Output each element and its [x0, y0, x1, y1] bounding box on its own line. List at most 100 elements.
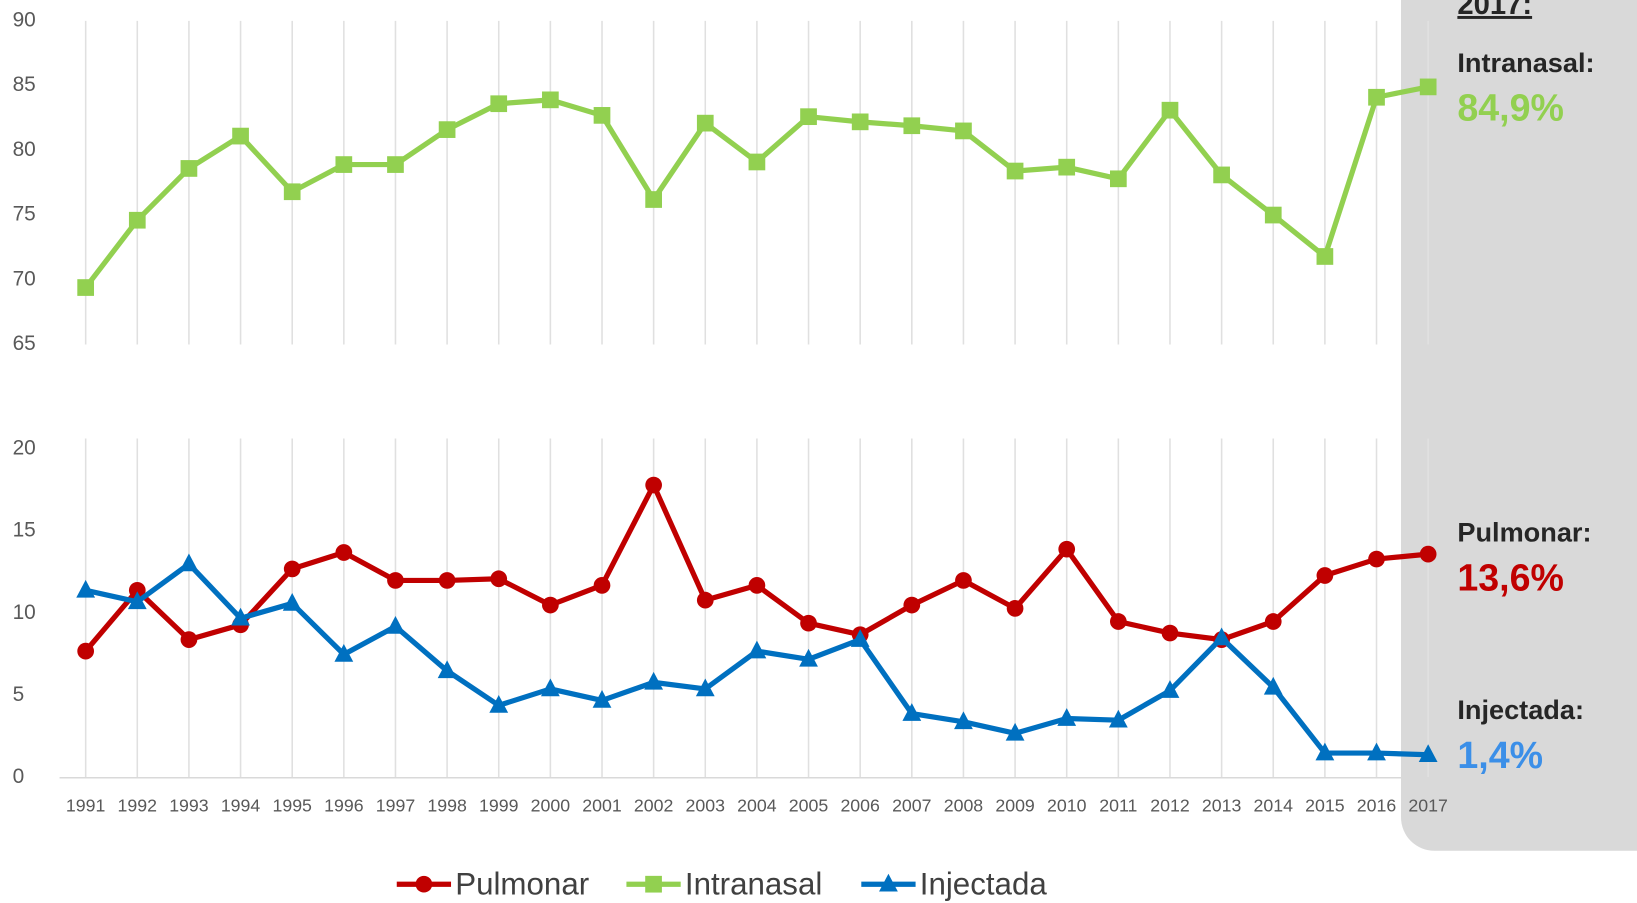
marker — [386, 616, 405, 634]
x-tick-label: 2010 — [1047, 796, 1087, 816]
x-tick-label: 2009 — [995, 796, 1035, 816]
marker — [747, 640, 767, 659]
marker — [1108, 709, 1128, 728]
marker — [387, 156, 404, 173]
marker — [644, 671, 664, 690]
x-tick-label: 2004 — [737, 796, 777, 816]
marker — [282, 593, 302, 611]
panel-label: Pulmonar: — [1457, 517, 1591, 548]
x-tick-label: 1994 — [221, 796, 261, 816]
marker — [879, 873, 898, 892]
x-tick-label: 2000 — [531, 796, 571, 816]
marker — [593, 107, 611, 124]
marker — [1264, 613, 1282, 630]
marker — [437, 660, 457, 679]
marker — [1368, 550, 1385, 568]
marker — [1058, 540, 1076, 558]
marker — [415, 875, 433, 893]
x-tick-label: 2007 — [892, 796, 931, 816]
x-tick-label: 2003 — [686, 796, 726, 816]
marker — [1316, 248, 1334, 265]
marker — [232, 127, 249, 145]
x-tick-label: 1999 — [479, 796, 519, 816]
marker — [955, 572, 972, 589]
x-tick-label: 2016 — [1357, 796, 1397, 816]
marker — [1264, 206, 1282, 224]
x-tick-label: 2005 — [789, 796, 829, 816]
marker — [1006, 162, 1024, 180]
legend-label: Intranasal — [685, 867, 822, 902]
x-tick-label: 2017 — [1408, 796, 1447, 816]
x-tick-label: 1991 — [66, 796, 105, 816]
marker — [645, 191, 662, 208]
marker — [1161, 101, 1179, 119]
marker — [283, 560, 301, 578]
series — [77, 78, 1437, 296]
marker — [1058, 158, 1076, 176]
y-tick-label: 80 — [13, 138, 36, 161]
marker — [1263, 676, 1283, 695]
marker — [231, 607, 250, 626]
marker — [850, 629, 870, 647]
y-tick-label: 70 — [13, 267, 36, 290]
marker — [490, 570, 508, 588]
legend-label: Pulmonar — [455, 867, 589, 902]
marker — [1109, 170, 1127, 188]
marker — [748, 577, 766, 594]
marker — [387, 572, 404, 589]
marker — [1161, 624, 1179, 642]
marker — [542, 91, 559, 109]
x-tick-label: 2002 — [634, 796, 673, 816]
marker — [800, 614, 817, 632]
panel-value: 1,4% — [1457, 734, 1543, 776]
marker — [645, 476, 662, 494]
marker — [438, 121, 456, 138]
marker — [335, 544, 353, 561]
y-tick-label: 65 — [13, 332, 36, 355]
series — [76, 553, 1438, 763]
marker — [695, 678, 715, 697]
marker — [1006, 600, 1024, 617]
x-tick-label: 1992 — [118, 796, 157, 816]
marker — [1315, 742, 1335, 761]
x-tick-label: 2015 — [1305, 796, 1345, 816]
y-tick-label: 20 — [13, 436, 36, 459]
x-tick-label: 2008 — [944, 796, 984, 816]
y-tick-label: 90 — [13, 8, 36, 31]
marker — [645, 875, 662, 893]
x-tick-label: 2001 — [582, 796, 621, 816]
marker — [542, 596, 559, 614]
x-tick-label: 1998 — [427, 796, 467, 816]
marker — [540, 678, 560, 697]
x-tick-label: 1997 — [376, 796, 415, 816]
marker — [1213, 166, 1230, 184]
marker — [592, 690, 612, 708]
marker — [180, 631, 198, 648]
y-tick-label: 85 — [13, 73, 36, 96]
marker — [1212, 627, 1232, 646]
marker — [799, 648, 818, 667]
marker — [593, 577, 611, 594]
marker — [128, 581, 146, 599]
marker — [180, 160, 198, 177]
x-tick-label: 2006 — [840, 796, 880, 816]
marker — [76, 579, 96, 598]
marker — [696, 114, 714, 132]
x-tick-label: 1995 — [272, 796, 312, 816]
y-tick-label: 5 — [13, 683, 25, 706]
marker — [128, 211, 146, 229]
marker — [179, 553, 199, 572]
marker — [489, 694, 509, 713]
marker — [1160, 680, 1180, 698]
marker — [903, 117, 921, 135]
panel-value: 84,9% — [1457, 87, 1564, 129]
x-tick-label: 2013 — [1202, 796, 1242, 816]
legend-label: Injectada — [920, 867, 1048, 902]
marker — [127, 591, 147, 610]
marker — [1316, 567, 1334, 584]
marker — [1368, 88, 1385, 106]
marker — [1419, 545, 1437, 563]
x-tick-label: 2012 — [1150, 796, 1189, 816]
marker — [1057, 708, 1077, 726]
